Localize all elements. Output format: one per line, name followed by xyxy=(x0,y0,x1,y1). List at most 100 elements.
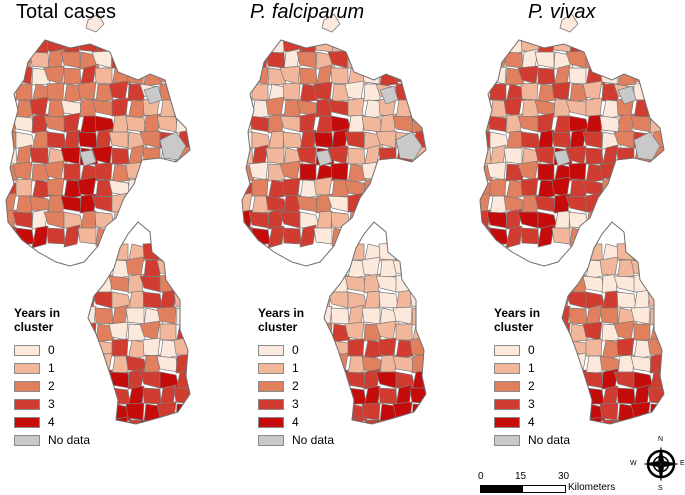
legend-label: 3 xyxy=(528,397,535,411)
district xyxy=(568,162,587,181)
district xyxy=(236,356,252,374)
district xyxy=(613,179,637,197)
district xyxy=(347,355,365,376)
legend-swatch xyxy=(494,434,520,446)
district xyxy=(411,179,426,201)
district xyxy=(665,82,682,100)
district xyxy=(127,178,145,198)
district xyxy=(344,275,367,293)
legend-label: 1 xyxy=(528,361,535,375)
district xyxy=(423,163,426,181)
district xyxy=(156,355,179,373)
district xyxy=(127,40,145,54)
district xyxy=(363,49,381,73)
legend-swatch xyxy=(494,362,520,374)
district xyxy=(661,305,664,325)
compass-icon xyxy=(643,446,679,482)
district xyxy=(613,40,635,53)
district xyxy=(630,211,651,229)
district xyxy=(16,274,32,292)
district xyxy=(111,243,129,261)
district xyxy=(187,305,190,325)
district xyxy=(142,147,161,165)
district xyxy=(537,112,555,133)
district xyxy=(235,292,255,308)
district xyxy=(666,244,683,262)
district xyxy=(427,82,444,100)
district xyxy=(32,276,49,296)
district xyxy=(647,51,664,69)
district xyxy=(6,51,19,69)
region-outline xyxy=(87,221,191,425)
district xyxy=(29,147,49,165)
district xyxy=(127,49,145,73)
district xyxy=(411,403,426,422)
district xyxy=(139,371,161,389)
district xyxy=(361,402,381,421)
district xyxy=(649,224,664,249)
district xyxy=(470,372,491,388)
district xyxy=(173,241,190,261)
district xyxy=(63,112,81,133)
district xyxy=(411,40,426,57)
district xyxy=(395,48,413,72)
district xyxy=(313,131,334,149)
district xyxy=(568,403,587,421)
district xyxy=(661,259,664,277)
district xyxy=(665,372,684,388)
district xyxy=(489,40,507,53)
district xyxy=(423,305,426,325)
legend-label: No data xyxy=(528,433,571,447)
district xyxy=(344,321,365,341)
district xyxy=(242,97,253,117)
district xyxy=(159,418,177,424)
district xyxy=(77,176,97,197)
legend-item: No data xyxy=(494,432,570,448)
district xyxy=(562,259,573,281)
district xyxy=(601,419,619,424)
district xyxy=(175,224,190,249)
district xyxy=(192,148,210,166)
district xyxy=(64,259,80,276)
district xyxy=(378,51,398,69)
district xyxy=(428,148,446,166)
district xyxy=(378,387,398,405)
district xyxy=(363,99,382,121)
district xyxy=(473,244,490,260)
district xyxy=(470,322,490,340)
district xyxy=(490,274,506,292)
district xyxy=(665,228,682,244)
district xyxy=(6,147,18,165)
district xyxy=(411,163,426,182)
district xyxy=(279,211,301,229)
district xyxy=(647,336,664,357)
district xyxy=(300,259,316,276)
district xyxy=(324,259,335,281)
district xyxy=(617,208,635,231)
district xyxy=(173,195,190,213)
district xyxy=(411,353,426,374)
district xyxy=(139,179,163,197)
district xyxy=(649,40,664,57)
district xyxy=(143,163,162,183)
district xyxy=(232,322,252,340)
legend-label: 1 xyxy=(48,361,55,375)
district xyxy=(143,208,161,231)
legend-label: 2 xyxy=(528,379,535,393)
district xyxy=(111,355,129,376)
district xyxy=(649,83,664,105)
district xyxy=(60,51,81,69)
district xyxy=(139,40,161,53)
district xyxy=(344,131,365,149)
compass-east-label: E xyxy=(680,460,685,467)
district xyxy=(427,418,444,436)
district xyxy=(409,241,426,261)
district xyxy=(265,51,286,69)
district xyxy=(633,243,653,264)
district xyxy=(647,99,664,117)
district xyxy=(296,51,317,69)
district xyxy=(613,275,636,293)
district xyxy=(480,192,491,213)
district xyxy=(187,210,190,229)
district xyxy=(409,336,426,357)
